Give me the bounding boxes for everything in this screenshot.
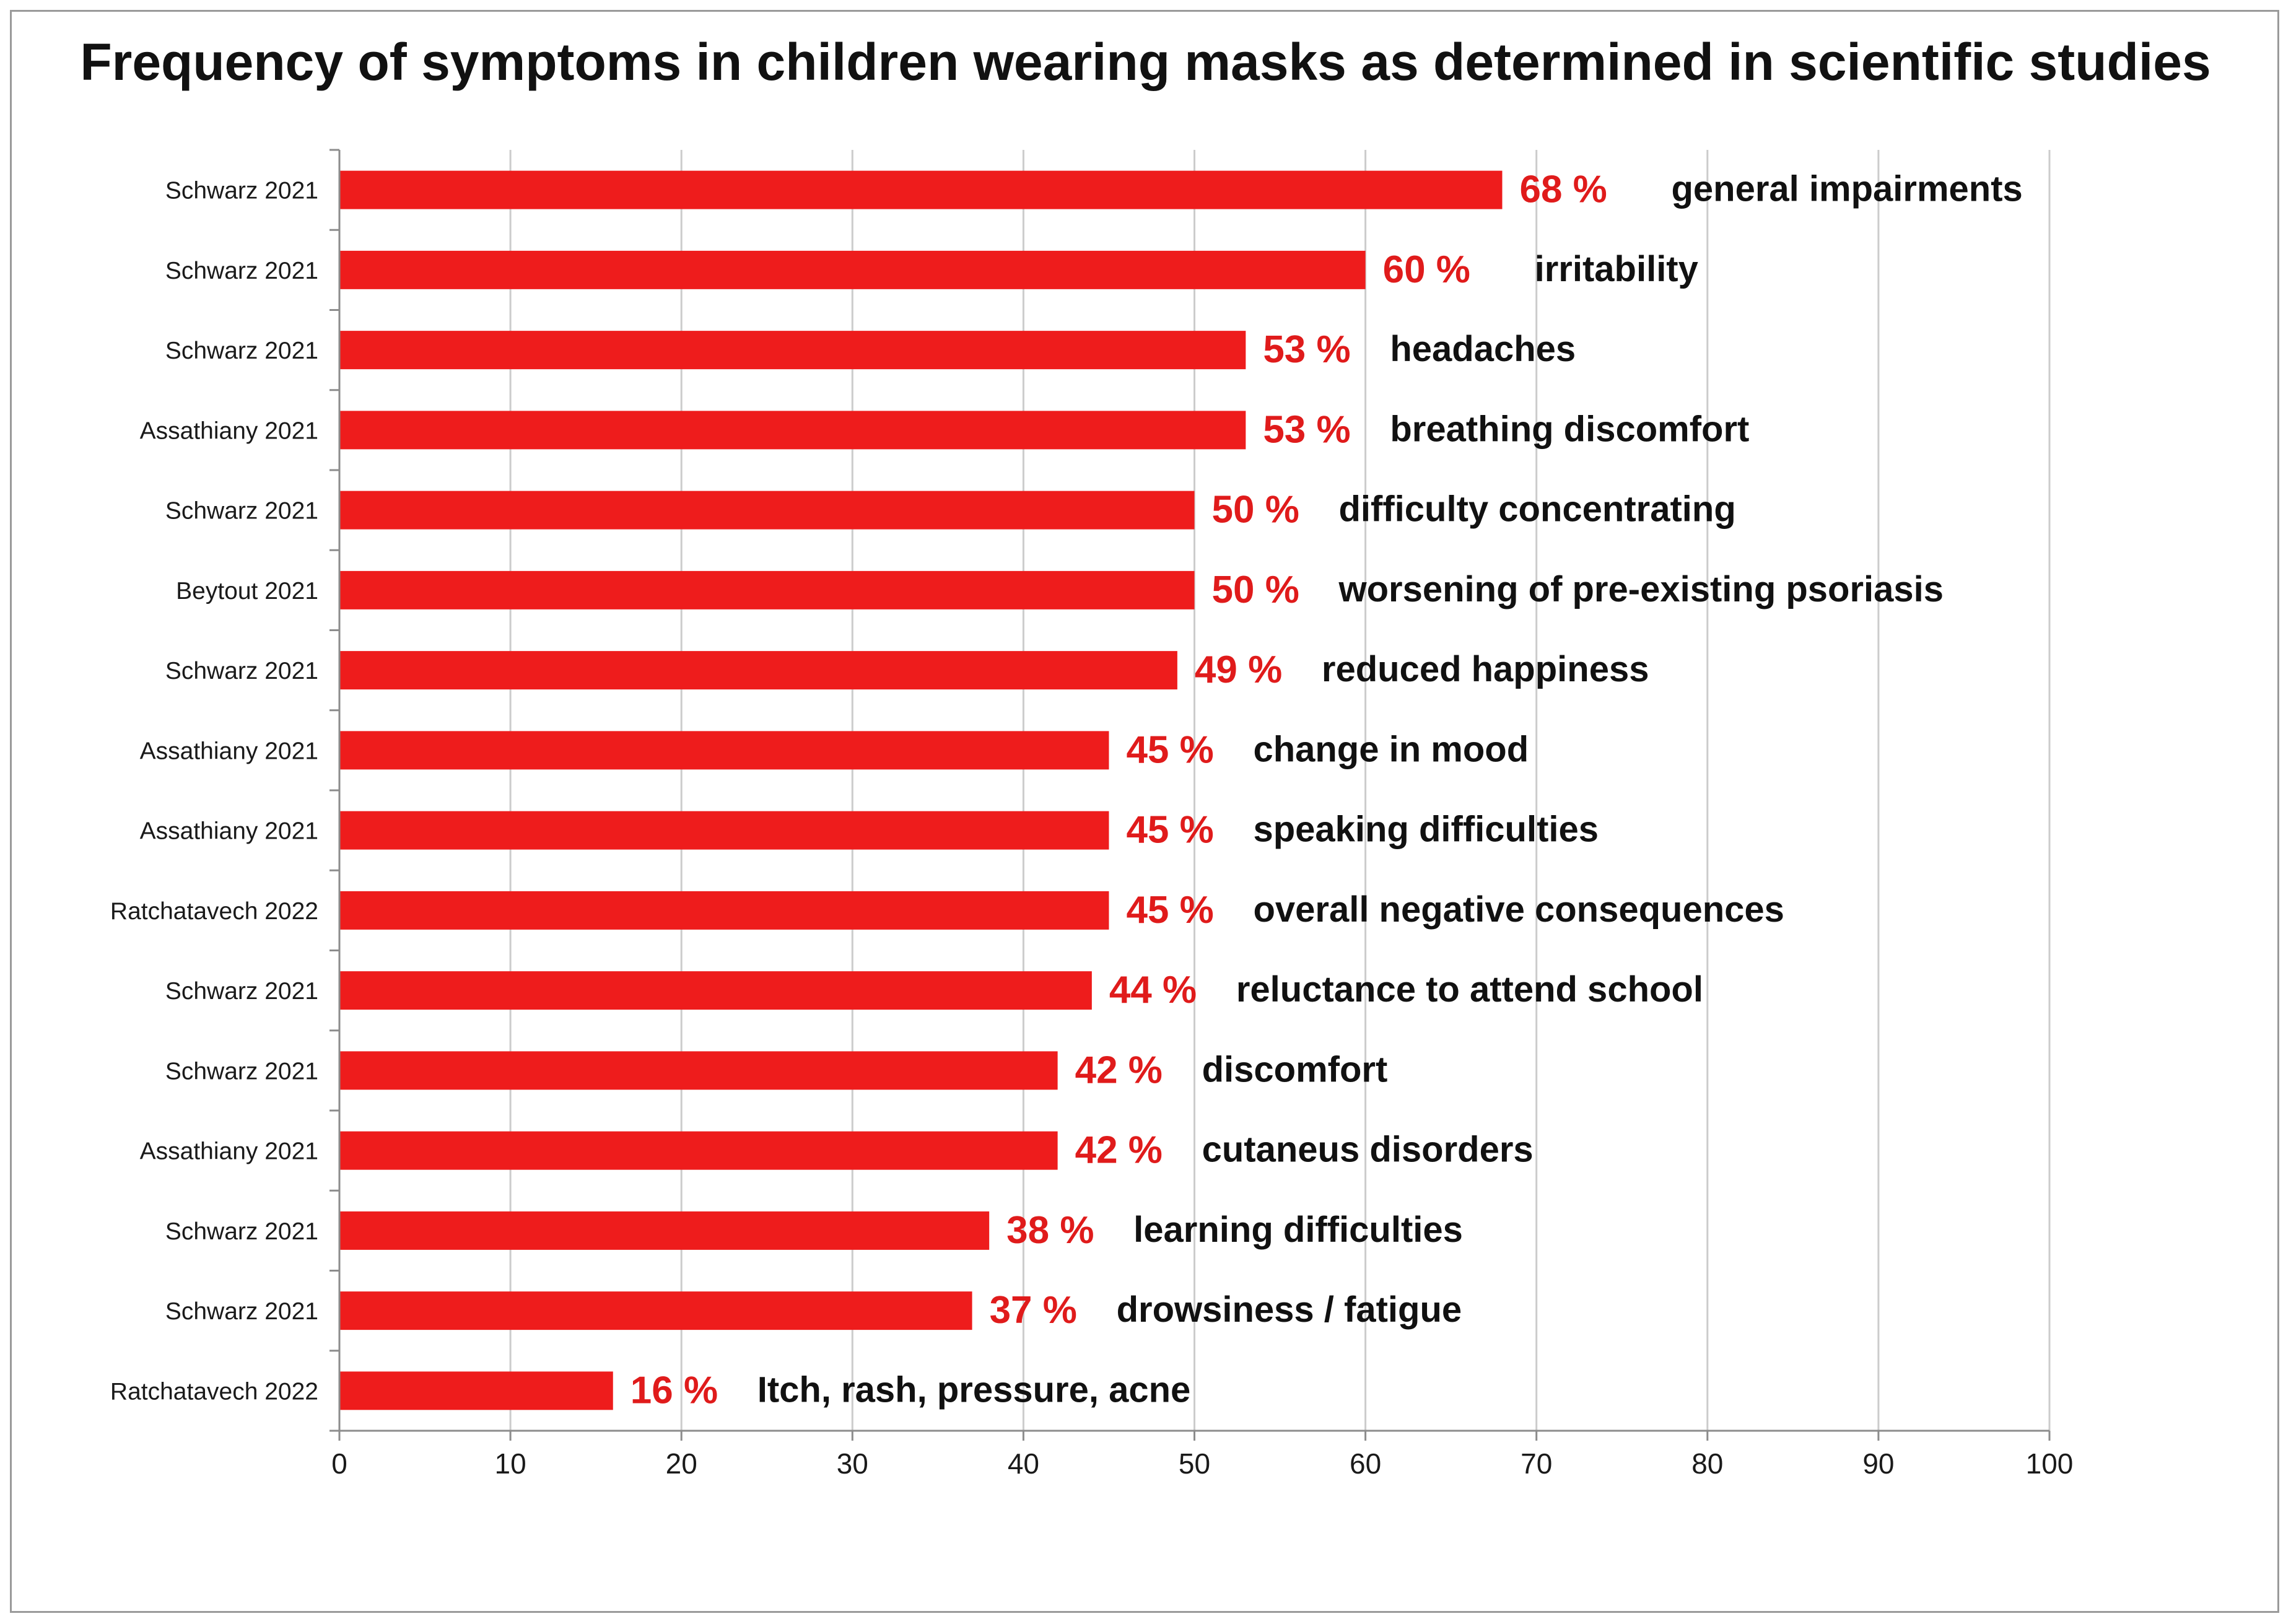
symptom-label: general impairments <box>1671 169 2022 209</box>
symptom-label: breathing discomfort <box>1390 409 1749 449</box>
value-label: 49 % <box>1195 648 1282 691</box>
x-tick-label: 60 <box>1350 1447 1381 1480</box>
bar <box>339 1051 1058 1090</box>
category-label: Schwarz 2021 <box>165 1058 318 1085</box>
symptom-label: cutaneus disorders <box>1202 1130 1534 1170</box>
symptom-label: reduced happiness <box>1322 649 1649 689</box>
category-label: Schwarz 2021 <box>165 658 318 684</box>
x-tick-label: 0 <box>331 1447 347 1480</box>
symptom-label: worsening of pre-existing psoriasis <box>1338 569 1944 609</box>
value-label: 50 % <box>1212 489 1299 531</box>
category-label: Beytout 2021 <box>176 578 318 605</box>
bar <box>339 411 1246 450</box>
bar <box>339 1131 1058 1170</box>
value-label: 45 % <box>1126 728 1213 771</box>
x-tick-label: 20 <box>666 1447 697 1480</box>
category-label: Assathiany 2021 <box>140 1138 318 1165</box>
x-tick-label: 50 <box>1179 1447 1210 1480</box>
bar <box>339 811 1109 850</box>
category-label: Ratchatavech 2022 <box>110 898 318 925</box>
chart-title: Frequency of symptoms in children wearin… <box>80 33 2211 91</box>
category-label: Schwarz 2021 <box>165 1218 318 1245</box>
value-label: 45 % <box>1126 809 1213 852</box>
bar <box>339 1371 613 1410</box>
symptom-label: headaches <box>1390 329 1576 369</box>
bar <box>339 731 1109 770</box>
value-label: 16 % <box>631 1369 718 1412</box>
symptom-label: speaking difficulties <box>1253 810 1599 850</box>
category-label: Ratchatavech 2022 <box>110 1378 318 1405</box>
value-label: 38 % <box>1006 1209 1094 1252</box>
value-label: 45 % <box>1126 889 1213 932</box>
category-label: Schwarz 2021 <box>165 1298 318 1325</box>
symptom-label: irritability <box>1535 249 1698 289</box>
x-tick-label: 10 <box>495 1447 526 1480</box>
symptom-label: drowsiness / fatigue <box>1117 1290 1462 1330</box>
category-label: Schwarz 2021 <box>165 258 318 284</box>
category-label: Schwarz 2021 <box>165 178 318 204</box>
category-label: Assathiany 2021 <box>140 818 318 845</box>
bar <box>339 1291 972 1330</box>
bar <box>339 331 1246 370</box>
symptom-label: reluctance to attend school <box>1236 969 1703 1010</box>
value-label: 53 % <box>1263 328 1350 371</box>
bar <box>339 170 1503 209</box>
bar <box>339 1211 990 1250</box>
x-tick-label: 100 <box>2026 1447 2074 1480</box>
bar <box>339 250 1366 289</box>
value-label: 44 % <box>1109 969 1197 1011</box>
labels: Schwarz 2021 68 % general impairments Schwa… <box>110 168 2023 1412</box>
x-tick-label: 70 <box>1521 1447 1552 1480</box>
category-label: Assathiany 2021 <box>140 738 318 764</box>
bar <box>339 570 1195 609</box>
value-label: 42 % <box>1075 1049 1163 1091</box>
symptom-label: discomfort <box>1202 1049 1388 1089</box>
symptom-label: overall negative consequences <box>1253 889 1784 930</box>
value-label: 50 % <box>1212 569 1299 611</box>
value-label: 53 % <box>1263 408 1350 451</box>
value-label: 37 % <box>990 1289 1077 1332</box>
category-label: Assathiany 2021 <box>140 417 318 444</box>
value-label: 60 % <box>1383 248 1470 291</box>
category-label: Schwarz 2021 <box>165 338 318 364</box>
value-label: 68 % <box>1519 168 1607 211</box>
bar <box>339 651 1177 690</box>
symptom-label: difficulty concentrating <box>1339 489 1736 530</box>
x-tick-label: 90 <box>1862 1447 1894 1480</box>
x-tick-label: 80 <box>1691 1447 1723 1480</box>
bar <box>339 971 1092 1010</box>
symptom-label: Itch, rash, pressure, acne <box>757 1369 1191 1410</box>
category-label: Schwarz 2021 <box>165 498 318 525</box>
axes: 0 10 20 30 40 50 60 70 80 90 100 <box>329 149 2074 1480</box>
value-label: 42 % <box>1075 1129 1163 1172</box>
bars <box>339 170 1503 1410</box>
category-label: Schwarz 2021 <box>165 978 318 1005</box>
bar <box>339 891 1109 930</box>
x-tick-label: 40 <box>1008 1447 1039 1480</box>
bar <box>339 491 1195 530</box>
x-tick-label: 30 <box>837 1447 868 1480</box>
symptom-label: change in mood <box>1253 729 1529 769</box>
symptom-label: learning difficulties <box>1133 1210 1463 1250</box>
